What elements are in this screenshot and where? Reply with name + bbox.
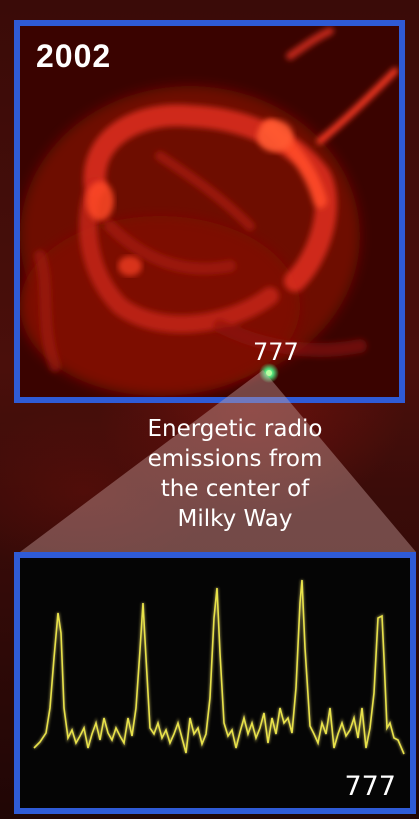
source-label: 777	[253, 338, 299, 366]
caption-line: Energetic radio	[147, 416, 323, 442]
nebula-image	[20, 26, 399, 397]
caption-line: Milky Way	[177, 506, 293, 532]
signal-trace-glow	[32, 579, 406, 755]
signal-panel: 777	[14, 552, 416, 814]
signal-trace-line	[33, 579, 405, 755]
caption-line: the center of	[160, 476, 310, 502]
caption: Energetic radio emissions from the cente…	[100, 414, 370, 534]
year-label: 2002	[36, 38, 112, 74]
signal-trace	[32, 579, 406, 755]
signal-label: 777	[344, 771, 396, 802]
radio-image-panel: 2002 777	[14, 20, 405, 403]
caption-line: emissions from	[147, 446, 323, 472]
